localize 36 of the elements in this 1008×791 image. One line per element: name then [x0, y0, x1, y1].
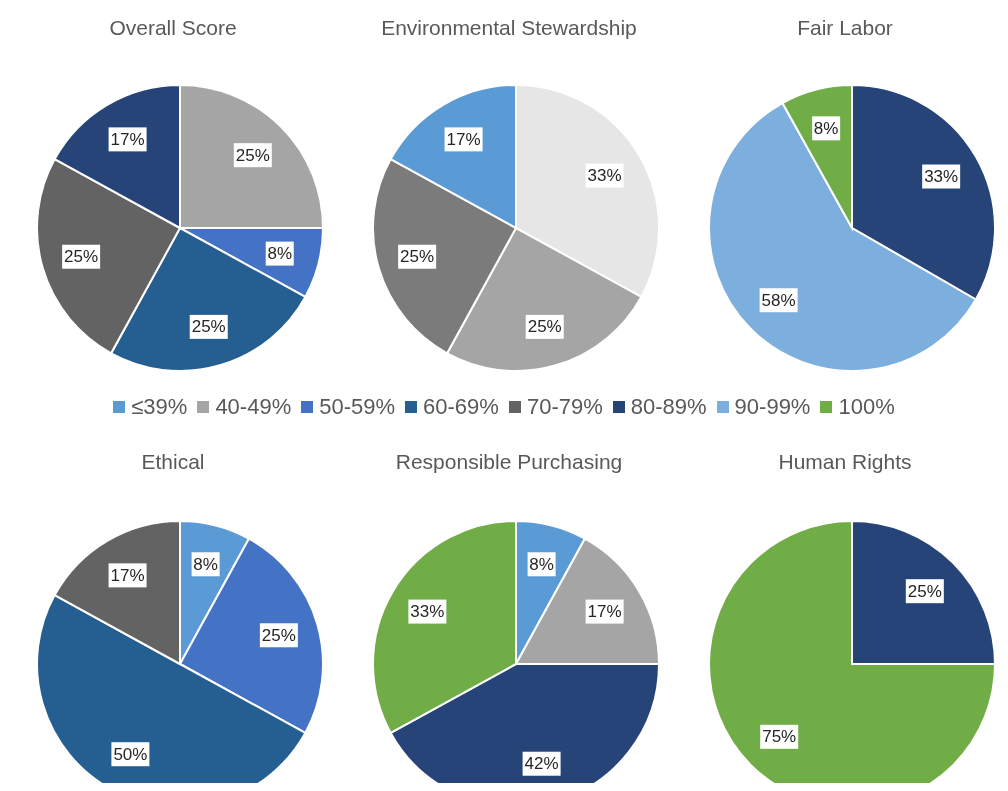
data-label: 25% — [261, 625, 296, 645]
data-label: 33% — [410, 602, 445, 622]
chart-title: Environmental Stewardship — [380, 16, 638, 40]
data-label: 8% — [813, 118, 839, 138]
data-label: 33% — [587, 166, 622, 186]
legend-label: 40-49% — [214, 394, 292, 420]
data-label: 33% — [924, 167, 959, 187]
chart-title: Responsible Purchasing — [394, 450, 624, 474]
data-label: 75% — [762, 727, 797, 747]
legend-label: 100% — [837, 394, 895, 420]
data-label: 17% — [110, 129, 145, 149]
data-label: 58% — [761, 290, 796, 310]
data-label: 42% — [524, 754, 559, 774]
chart-title: Human Rights — [777, 450, 913, 474]
legend-label: 50-59% — [318, 394, 396, 420]
data-label: 17% — [110, 565, 145, 585]
data-label: 25% — [64, 247, 99, 267]
data-label: 8% — [267, 244, 293, 264]
chart-title: Overall Score — [108, 16, 238, 40]
data-label: 25% — [400, 247, 435, 267]
data-label: 25% — [527, 317, 562, 337]
data-label: 25% — [907, 581, 942, 601]
legend-label: 70-79% — [525, 394, 603, 420]
data-label: 50% — [113, 744, 148, 764]
data-label: 25% — [235, 145, 270, 165]
data-label: 17% — [587, 602, 622, 622]
data-label: 25% — [191, 317, 226, 337]
legend-label: 90-99% — [733, 394, 811, 420]
data-label: 8% — [193, 554, 218, 574]
chart-title: Fair Labor — [796, 16, 894, 40]
chart-title: Ethical — [140, 450, 206, 474]
legend-label: 80-89% — [629, 394, 707, 420]
data-label: 17% — [446, 129, 481, 149]
legend-label: 60-69% — [422, 394, 499, 420]
legend-label: ≤39% — [130, 394, 188, 420]
data-label: 8% — [529, 554, 554, 574]
